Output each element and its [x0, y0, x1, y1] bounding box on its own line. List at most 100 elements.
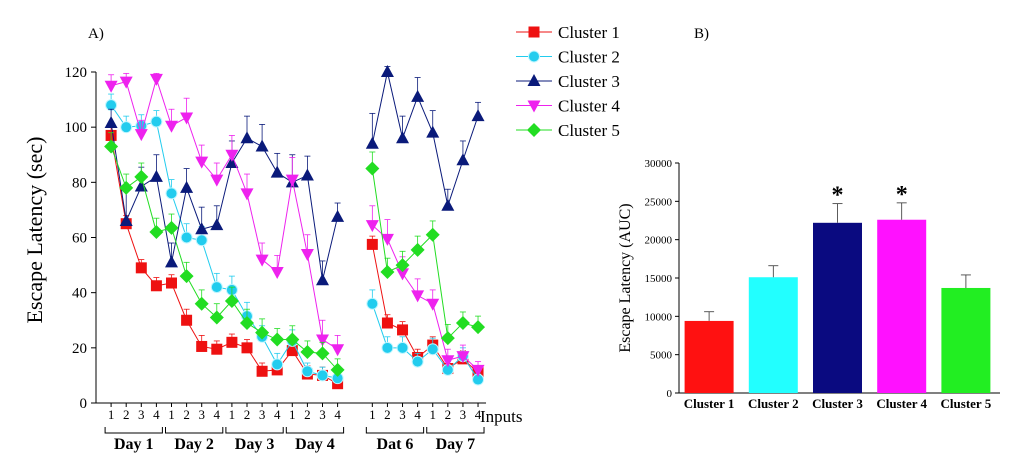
- data-point: [411, 290, 425, 303]
- series-line: [110, 77, 338, 350]
- data-point: [330, 362, 345, 377]
- x-tick-label: 3: [319, 407, 326, 422]
- data-point: [180, 112, 194, 125]
- data-point: [426, 298, 440, 311]
- data-point: [411, 355, 424, 368]
- data-point: [119, 76, 133, 89]
- data-point: [316, 273, 329, 286]
- bar-group: * Cluster 4: [876, 182, 927, 411]
- bar: [748, 277, 798, 393]
- legend-label: Cluster 2: [558, 48, 620, 67]
- category-label: Cluster 1: [684, 396, 735, 411]
- data-point: [241, 342, 253, 354]
- day-label: Day 2: [174, 436, 214, 453]
- series-layer: [104, 65, 486, 390]
- data-point: [119, 180, 134, 195]
- data-point: [134, 129, 148, 142]
- data-point: [441, 355, 455, 368]
- data-point: [209, 310, 224, 325]
- x-tick-label: 2: [123, 407, 130, 422]
- x-tick-label: 4: [214, 407, 221, 422]
- y-tick-label: 10000: [645, 311, 673, 323]
- data-point: [426, 125, 440, 138]
- data-point: [331, 209, 345, 222]
- y-tick-label: 20: [72, 341, 87, 357]
- data-point: [456, 351, 470, 364]
- data-point: [425, 227, 440, 242]
- data-point: [225, 149, 239, 162]
- data-point: [527, 74, 541, 86]
- series-line: [110, 146, 338, 371]
- data-point: [395, 258, 410, 273]
- category-label: Cluster 3: [812, 396, 863, 411]
- data-point: [149, 224, 164, 239]
- data-point: [104, 139, 119, 154]
- data-point: [180, 231, 193, 244]
- day-bracket: [426, 427, 485, 434]
- y-tick-label: 25000: [645, 196, 673, 208]
- data-point: [119, 213, 133, 226]
- x-tick-label: 3: [198, 407, 205, 422]
- data-point: [365, 136, 379, 149]
- data-point: [195, 222, 209, 235]
- data-point: [300, 344, 315, 359]
- x-tick-label: 1: [168, 407, 175, 422]
- data-point: [165, 255, 178, 268]
- data-point: [181, 314, 193, 326]
- data-point: [286, 345, 298, 357]
- data-point: [271, 358, 284, 371]
- data-point: [270, 266, 284, 279]
- panel-label-b: B): [694, 26, 709, 42]
- data-point: [471, 320, 486, 335]
- data-point: [150, 280, 162, 292]
- x-tick-label: 1: [229, 407, 236, 422]
- legend-label: Cluster 3: [558, 72, 620, 91]
- data-point: [150, 115, 163, 128]
- x-tick-label: 4: [153, 407, 160, 422]
- x-tick-label: 4: [414, 407, 421, 422]
- series-cluster-2: [105, 93, 485, 386]
- data-point: [396, 268, 410, 281]
- data-point: [180, 180, 194, 193]
- bar-group: Cluster 2: [748, 265, 799, 411]
- data-point: [135, 262, 147, 274]
- data-point: [527, 100, 541, 113]
- x-tick-label: 3: [259, 407, 266, 422]
- day-bracket: [285, 427, 345, 434]
- data-point: [256, 365, 268, 377]
- data-point: [471, 109, 485, 122]
- data-point: [179, 269, 194, 284]
- data-point: [224, 293, 239, 308]
- data-point: [165, 120, 178, 133]
- data-point: [285, 174, 299, 187]
- data-point: [366, 238, 378, 250]
- data-point: [397, 324, 409, 336]
- data-point: [471, 364, 485, 377]
- bar: [877, 219, 927, 393]
- y-tick-label: 30000: [645, 158, 673, 170]
- y-tick-label: 15000: [645, 273, 673, 285]
- series-line: [371, 71, 479, 208]
- y-tick-label: 100: [65, 120, 88, 136]
- x-tick-label: 2: [183, 407, 190, 422]
- data-point: [240, 131, 254, 144]
- x-tick-label: 3: [138, 407, 145, 422]
- x-tick-label: 4: [475, 407, 482, 422]
- panel-label-a: A): [88, 26, 104, 42]
- data-point: [194, 296, 209, 311]
- bar: [684, 320, 734, 393]
- y-tick-label: 60: [72, 231, 87, 247]
- y-tick-label: 0: [80, 396, 88, 412]
- day-bracket: [365, 427, 425, 434]
- bar-group: Cluster 1: [684, 311, 735, 411]
- series-line: [110, 122, 339, 281]
- y-axis-title: Escape Latency (AUC): [617, 203, 634, 352]
- bar: [941, 287, 991, 393]
- legend-item: Cluster 4: [516, 97, 620, 116]
- bar-group: Cluster 5: [941, 274, 992, 411]
- y-tick-label: 0: [667, 388, 673, 400]
- y-tick-label: 80: [72, 175, 87, 191]
- significance-mark: *: [832, 183, 844, 209]
